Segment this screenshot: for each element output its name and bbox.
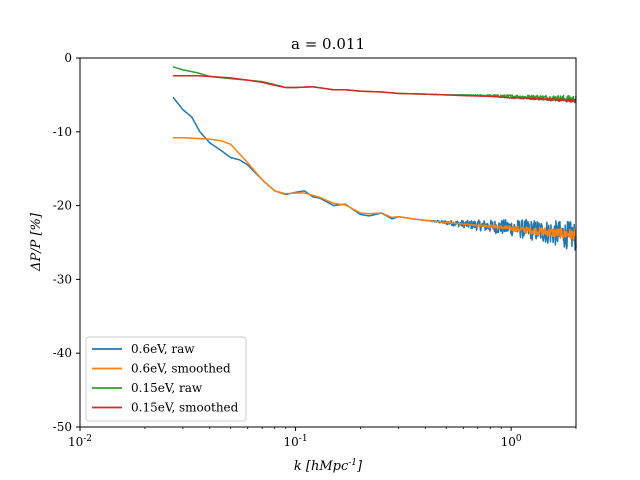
y-tick-label-5: -50 [53, 420, 72, 434]
legend-box [85, 336, 247, 422]
y-axis-label: ΔP/P [%] [29, 212, 44, 272]
legend-label-3: 0.15eV, smoothed [131, 401, 239, 415]
y-tick-label-4: -40 [53, 346, 72, 360]
x-tick-label-1: 10-1 [284, 434, 308, 449]
axis-ticks: 10-2 10-1 100 0 -10 -20 -30 -40 -50 [53, 51, 577, 449]
y-tick-label-3: -30 [53, 272, 72, 286]
legend: 0.6eV, raw 0.6eV, smoothed 0.15eV, raw 0.15… [85, 336, 247, 422]
legend-label-1: 0.6eV, smoothed [131, 362, 231, 376]
series-line-0 [172, 96, 577, 251]
y-tick-label-2: -20 [53, 199, 72, 213]
x-tick-label-0: 10-2 [68, 434, 92, 449]
legend-label-0: 0.6eV, raw [131, 342, 195, 356]
chart-title: a = 0.011 [291, 35, 365, 53]
series-line-3 [172, 74, 577, 103]
y-tick-label-0: 0 [64, 51, 72, 65]
plot-frame [79, 57, 577, 428]
legend-label-2: 0.15eV, raw [131, 381, 203, 395]
x-axis-label: k [hMpc-1] [294, 458, 363, 474]
plot-series [172, 66, 577, 251]
series-line-1 [172, 136, 577, 242]
x-tick-label-2: 100 [501, 434, 522, 449]
y-tick-label-1: -10 [53, 125, 72, 139]
